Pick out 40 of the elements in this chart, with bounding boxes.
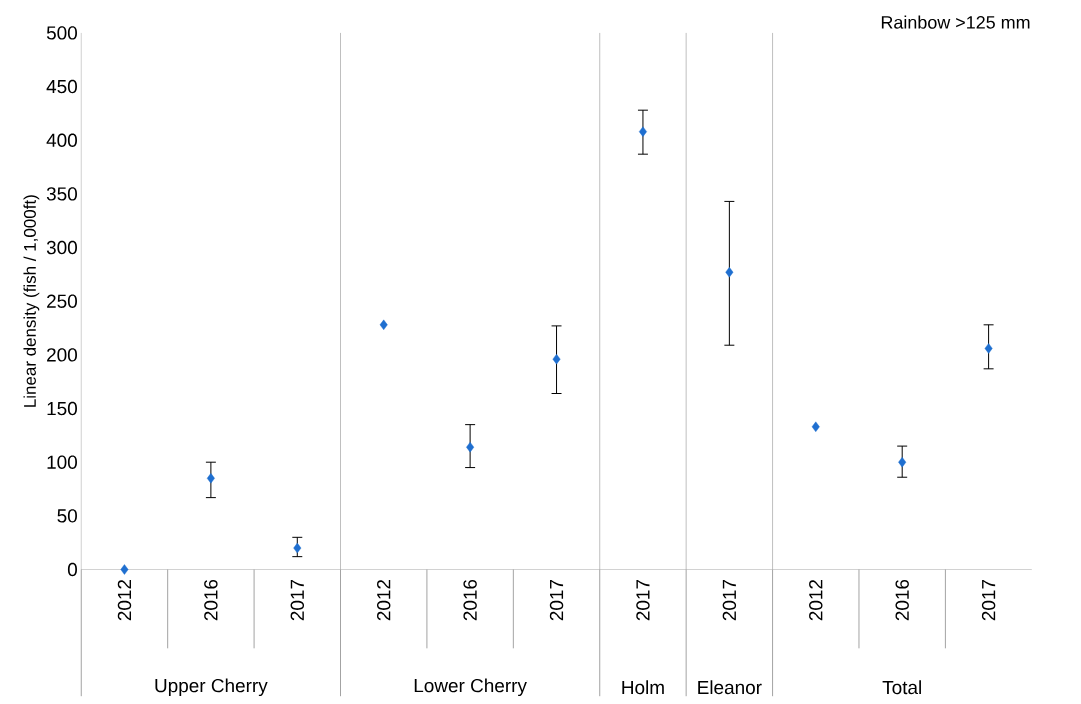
y-tick-label: 300 [46, 240, 77, 255]
y-tick-label: 500 [46, 26, 77, 40]
point [725, 266, 734, 278]
text: Lower Cherry [414, 678, 527, 696]
point [639, 126, 647, 137]
text: Eleanor [698, 680, 762, 695]
x-tick-label: 2012 [377, 579, 391, 621]
point [293, 542, 302, 554]
x-tick-label: 2016 [463, 579, 477, 621]
x-tick-label: 2016 [895, 579, 909, 621]
text: Upper Cherry [155, 678, 268, 696]
point [120, 564, 129, 575]
y-tick-label: 200 [47, 348, 77, 362]
chart-title: Rainbow >125 mm [881, 15, 1030, 29]
y-tick-label: 150 [47, 401, 77, 416]
point [379, 319, 388, 330]
y-tick-label: 100 [47, 455, 77, 469]
y-axis-title: Linear density (fish / 1,000ft) [23, 195, 40, 407]
text: Total [882, 680, 921, 695]
x-tick-label: 2017 [636, 579, 650, 621]
x-tick-label: 2017 [549, 579, 564, 621]
point [552, 353, 561, 365]
point [898, 456, 907, 468]
y-tick-label: 400 [46, 133, 77, 147]
x-tick-label: 2016 [204, 579, 218, 621]
point [811, 421, 820, 432]
point [984, 343, 993, 354]
point [206, 473, 215, 484]
x-tick-label: 2017 [290, 579, 305, 621]
y-tick-label: 50 [57, 509, 77, 523]
y-tick-label: 0 [67, 562, 77, 577]
y-tick-label: 250 [47, 294, 77, 308]
y-tick-label: 350 [46, 187, 77, 201]
x-tick-label: 2012 [117, 579, 132, 621]
y-tick-label: 450 [46, 79, 77, 94]
text: Holm [622, 680, 664, 695]
point [466, 441, 475, 453]
x-tick-label: 2017 [722, 579, 737, 621]
x-tick-label: 2012 [809, 579, 823, 621]
x-tick-label: 2017 [981, 579, 996, 621]
